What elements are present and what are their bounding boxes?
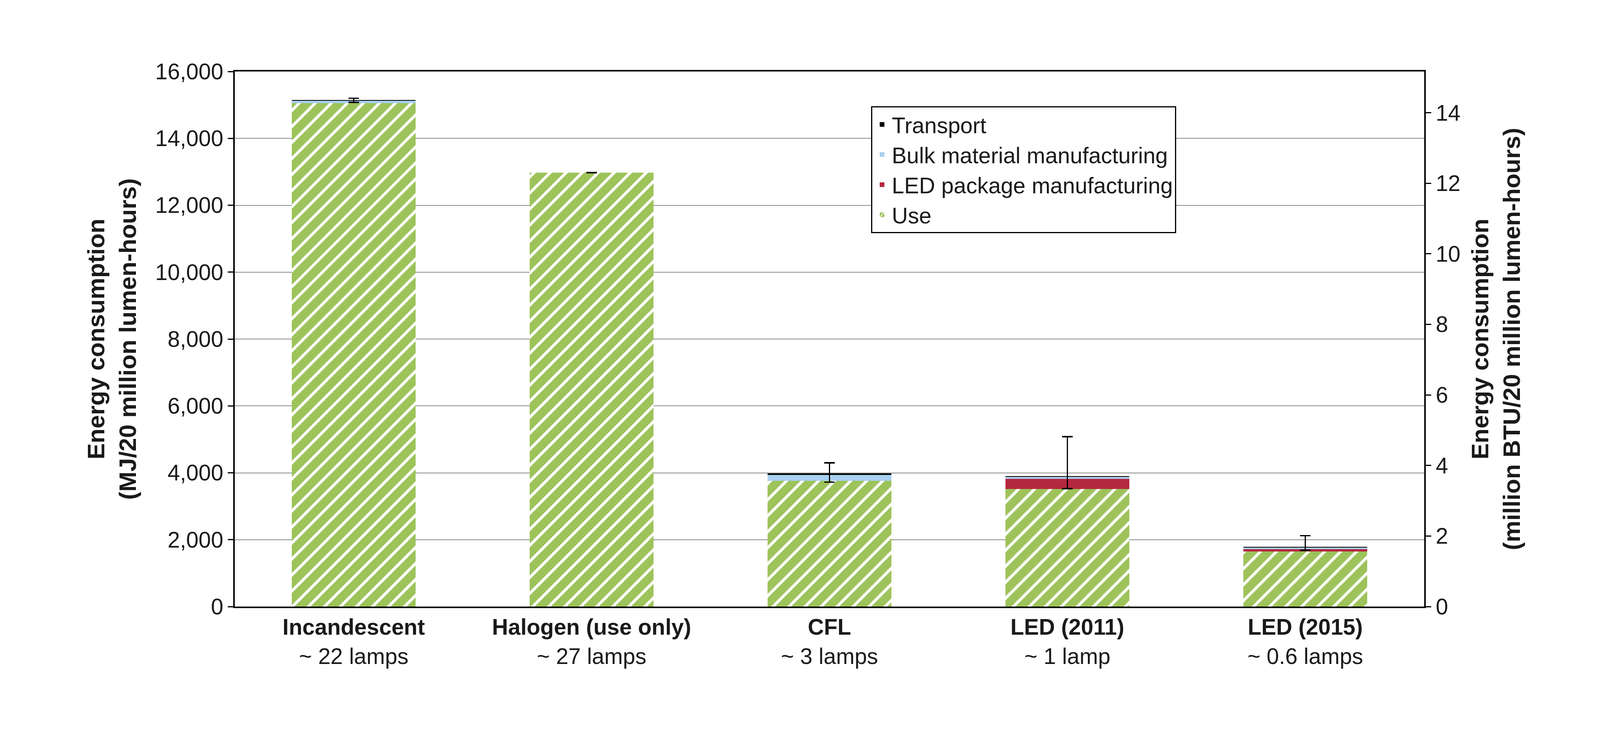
svg-text:Energy consumption(million BTU: Energy consumption(million BTU/20 millio…	[1466, 127, 1525, 551]
svg-text:0: 0	[210, 594, 224, 620]
svg-text:2,000: 2,000	[167, 527, 224, 553]
svg-text:10: 10	[1435, 241, 1461, 267]
svg-text:LED package manufacturing: LED package manufacturing	[891, 173, 1173, 199]
svg-text:Energy consumption(MJ/20 milli: Energy consumption(MJ/20 million lumen-h…	[82, 178, 142, 500]
svg-text:4,000: 4,000	[167, 460, 224, 486]
svg-text:LED (2011)~ 1 lamp: LED (2011)~ 1 lamp	[1010, 614, 1125, 669]
svg-text:CFL~ 3 lamps: CFL~ 3 lamps	[780, 614, 879, 669]
svg-text:4: 4	[1435, 453, 1449, 479]
svg-text:16,000: 16,000	[155, 58, 224, 84]
svg-text:LED (2015)~ 0.6 lamps: LED (2015)~ 0.6 lamps	[1247, 614, 1363, 669]
svg-text:Use: Use	[891, 203, 932, 229]
svg-text:14: 14	[1435, 100, 1461, 126]
svg-text:Halogen (use only)~ 27 lamps: Halogen (use only)~ 27 lamps	[492, 614, 692, 669]
svg-text:12: 12	[1435, 170, 1461, 196]
svg-text:Incandescent~ 22 lamps: Incandescent~ 22 lamps	[282, 614, 425, 669]
svg-text:2: 2	[1435, 523, 1449, 549]
svg-text:14,000: 14,000	[155, 125, 224, 151]
svg-text:6,000: 6,000	[167, 393, 224, 419]
svg-text:Transport: Transport	[891, 112, 987, 138]
svg-text:0: 0	[1435, 594, 1449, 620]
svg-text:6: 6	[1435, 382, 1449, 408]
svg-text:8,000: 8,000	[167, 326, 224, 352]
svg-text:10,000: 10,000	[155, 259, 224, 285]
svg-text:12,000: 12,000	[155, 192, 224, 218]
svg-text:Bulk material manufacturing: Bulk material manufacturing	[891, 142, 1168, 168]
svg-text:8: 8	[1435, 311, 1449, 337]
